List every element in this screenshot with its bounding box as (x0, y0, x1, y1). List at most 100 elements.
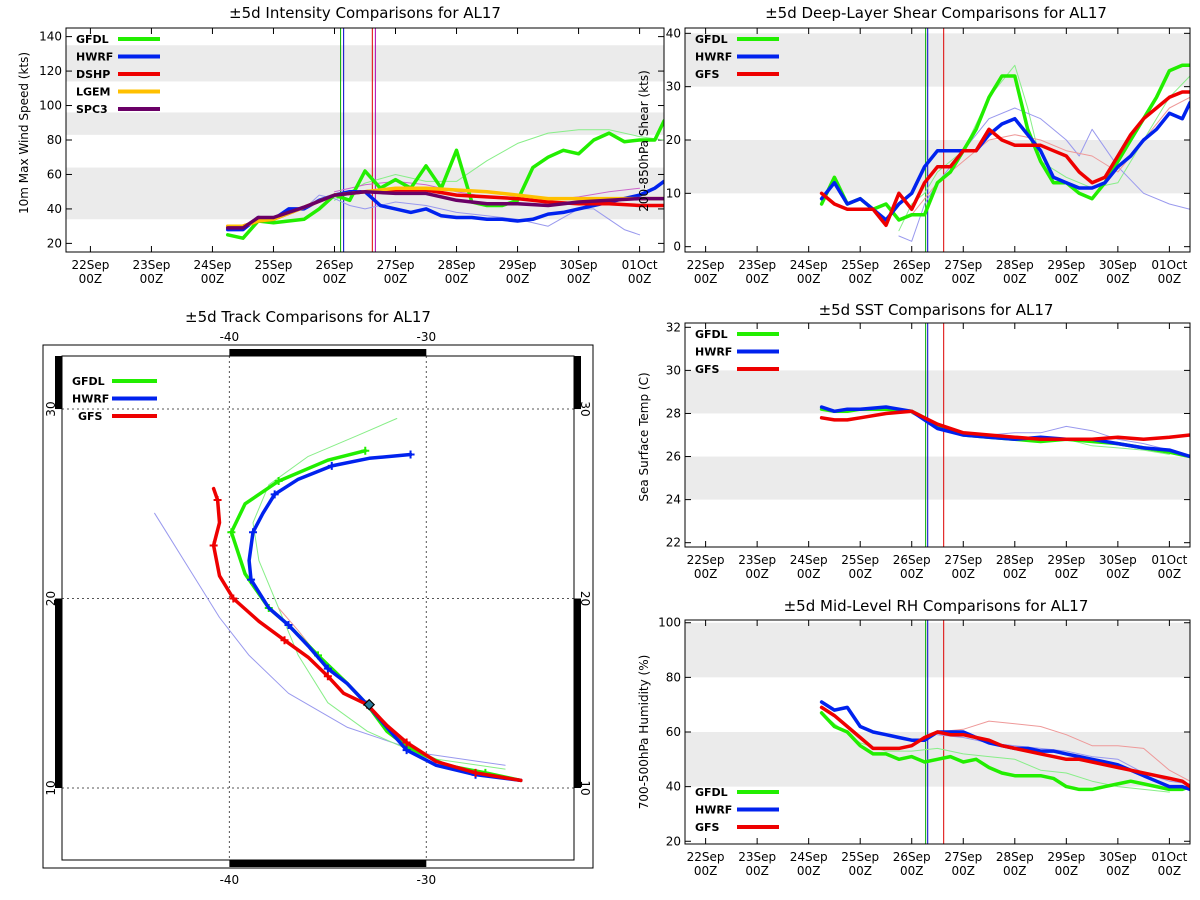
map-border-segment-left-top (55, 356, 62, 410)
x-tick-label-7: 29Sep 00Z (499, 258, 537, 286)
x-tick-label-9: 01Oct 00Z (1151, 850, 1187, 878)
legend-label-spc3: SPC3 (76, 103, 108, 116)
x-tick-label-line: 01Oct (1151, 553, 1187, 567)
y-tick-label-22: 22 (666, 536, 681, 550)
y-tick-label-20: 20 (47, 236, 62, 250)
legend-label-dshp: DSHP (76, 68, 110, 81)
x-tick-label-3: 25Sep 00Z (841, 850, 879, 878)
x-tick-label-line: 00Z (628, 272, 652, 286)
x-tick-label-line: 00Z (1158, 864, 1182, 878)
shear-panel: ±5d Deep-Layer Shear Comparisons for AL1… (637, 4, 1191, 286)
x-tick-label-line: 00Z (1106, 864, 1130, 878)
y-tick-label-28: 28 (666, 406, 681, 420)
x-tick-label-5: 27Sep 00Z (944, 850, 982, 878)
track-line-gfdl (229, 448, 523, 783)
x-tick-label-9: 01Oct 00Z (622, 258, 658, 286)
x-tick-label-line: 00Z (1106, 567, 1130, 581)
track-line-hwrf-prev (154, 512, 506, 766)
x-tick-label-line: 27Sep (377, 258, 415, 272)
x-tick-label-line: 00Z (797, 567, 821, 581)
map-border-segment-left-mid (55, 598, 62, 788)
plot-frame (65, 27, 665, 253)
sst-panel: ±5d SST Comparisons for AL17 Sea Surface… (637, 301, 1191, 581)
series-line-gfdl-prev (911, 413, 1170, 455)
legend-label-gfs: GFS (78, 410, 103, 423)
series-line-gfdl-prev (898, 64, 1190, 232)
x-tick-label-line: 00Z (384, 272, 408, 286)
y-tick-label-40: 40 (666, 780, 681, 794)
x-tick-label-5: 27Sep 00Z (377, 258, 415, 286)
gray-band-2 (66, 45, 664, 82)
x-tick-label-2: 24Sep 00Z (790, 850, 828, 878)
lon-label-bottom-1: -30 (417, 873, 437, 887)
map-border-segment-right-mid (574, 598, 581, 788)
series-group (819, 700, 1190, 793)
rh-ylabel: 700-500hPa Humidity (%) (637, 655, 651, 810)
track-point-gfs (280, 636, 289, 645)
x-tick-label-line: 00Z (952, 864, 976, 878)
x-tick-label-1: 23Sep 00Z (738, 553, 776, 581)
x-tick-label-line: 00Z (1055, 272, 1079, 286)
series-group (819, 63, 1190, 242)
x-tick-label-line: 29Sep (1047, 553, 1085, 567)
x-tick-label-0: 22Sep 00Z (687, 258, 725, 286)
plot-frame (684, 27, 1191, 253)
x-tick-label-7: 29Sep 00Z (1047, 553, 1085, 581)
x-tick-label-1: 23Sep 00Z (738, 850, 776, 878)
series-line-hwrf-prev (303, 194, 641, 236)
gray-band-1 (685, 33, 1190, 87)
x-tick-label-line: 00Z (1003, 864, 1027, 878)
x-tick-label-line: 00Z (506, 272, 530, 286)
series-line-gfdl (819, 711, 1190, 792)
sst-title: ±5d SST Comparisons for AL17 (819, 301, 1054, 319)
x-tick-label-1: 23Sep 00Z (738, 258, 776, 286)
x-tick-label-line: 00Z (797, 272, 821, 286)
track-point-gfdl (361, 446, 370, 455)
lat-label-right-1: 20 (578, 591, 592, 606)
y-tick-label-20: 20 (666, 834, 681, 848)
x-tick-label-4: 26Sep 00Z (893, 258, 931, 286)
x-tick-label-line: 00Z (952, 272, 976, 286)
x-tick-label-line: 23Sep (738, 553, 776, 567)
legend-label-gfdl: GFDL (695, 328, 728, 341)
x-tick-label-line: 00Z (745, 272, 769, 286)
lat-label-left-2: 30 (44, 401, 58, 416)
lon-label-top-1: -30 (417, 330, 437, 344)
x-tick-label-line: 22Sep (687, 850, 725, 864)
x-tick-label-line: 25Sep (841, 258, 879, 272)
series-line-gfs-prev (937, 720, 1190, 782)
shear-title: ±5d Deep-Layer Shear Comparisons for AL1… (765, 4, 1107, 22)
track-line-hwrf (247, 452, 523, 783)
x-tick-label-line: 22Sep (71, 258, 109, 272)
x-tick-label-line: 00Z (694, 272, 718, 286)
y-tick-label-100: 100 (39, 99, 62, 113)
x-tick-label-line: 30Sep (1099, 850, 1137, 864)
x-tick-label-line: 23Sep (132, 258, 170, 272)
x-tick-label-4: 26Sep 00Z (893, 850, 931, 878)
x-tick-label-line: 28Sep (996, 258, 1034, 272)
track-point-gfs (402, 738, 411, 747)
intensity-panel: ±5d Intensity Comparisons for AL17 10m M… (17, 4, 665, 286)
series-line-gfs (819, 705, 1190, 789)
x-tick-label-line: 00Z (694, 864, 718, 878)
x-tick-label-6: 28Sep 00Z (996, 850, 1034, 878)
x-tick-label-line: 29Sep (1047, 850, 1085, 864)
x-tick-label-line: 23Sep (738, 258, 776, 272)
legend-label-hwrf: HWRF (695, 804, 732, 817)
x-tick-label-6: 28Sep 00Z (996, 258, 1034, 286)
legend-label-hwrf: HWRF (695, 346, 732, 359)
series-line-gfdl-prev (334, 129, 664, 201)
x-tick-label-0: 22Sep 00Z (71, 258, 109, 286)
x-tick-label-line: 00Z (567, 272, 591, 286)
track-line-gfs (211, 486, 523, 783)
x-tick-label-line: 00Z (323, 272, 347, 286)
x-tick-label-line: 00Z (848, 864, 872, 878)
y-tick-label-60: 60 (666, 725, 681, 739)
x-tick-label-8: 30Sep 00Z (1099, 258, 1137, 286)
x-tick-label-line: 28Sep (996, 850, 1034, 864)
y-tick-label-30: 30 (666, 80, 681, 94)
gray-band-1 (66, 112, 664, 135)
map-border-segment-right-top (574, 356, 581, 410)
x-tick-label-6: 28Sep 00Z (438, 258, 476, 286)
x-tick-label-5: 27Sep 00Z (944, 258, 982, 286)
